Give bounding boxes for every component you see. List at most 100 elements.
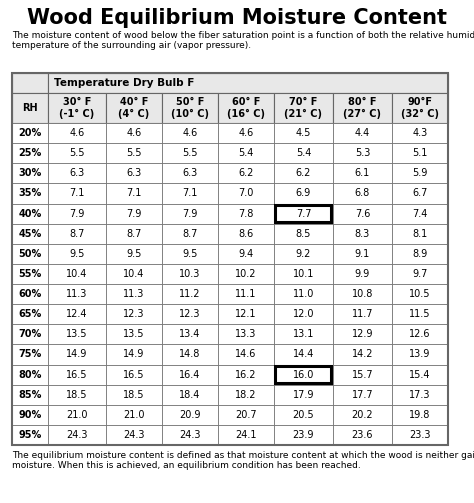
Text: 90°F
(32° C): 90°F (32° C) [401, 97, 439, 119]
Bar [48, 163, 106, 184]
Text: 6.9: 6.9 [296, 189, 311, 199]
Bar [106, 244, 162, 264]
Bar [392, 224, 448, 244]
Text: 11.0: 11.0 [293, 289, 314, 299]
Bar [275, 366, 331, 383]
Text: 11.2: 11.2 [179, 289, 201, 299]
Text: 24.3: 24.3 [66, 430, 88, 440]
Bar [218, 405, 274, 425]
Bar [48, 345, 106, 365]
Bar [333, 163, 392, 184]
Text: 11.7: 11.7 [352, 309, 373, 319]
Bar [106, 123, 162, 143]
Bar [12, 244, 48, 264]
Bar [274, 163, 333, 184]
Bar [333, 204, 392, 224]
Bar [218, 143, 274, 163]
Bar [218, 425, 274, 445]
Bar [12, 425, 48, 445]
Bar [218, 365, 274, 385]
Text: 16.4: 16.4 [179, 370, 201, 380]
Bar [333, 244, 392, 264]
Text: 60° F
(16° C): 60° F (16° C) [227, 97, 265, 119]
Text: 6.7: 6.7 [412, 189, 428, 199]
Bar [274, 224, 333, 244]
Bar [106, 304, 162, 324]
Text: 8.3: 8.3 [355, 229, 370, 239]
Text: 7.1: 7.1 [182, 189, 198, 199]
Text: 4.6: 4.6 [127, 128, 142, 138]
Text: 8.9: 8.9 [412, 249, 428, 259]
Bar [392, 204, 448, 224]
Text: 4.5: 4.5 [296, 128, 311, 138]
Text: 21.0: 21.0 [66, 410, 88, 420]
Text: 23.9: 23.9 [293, 430, 314, 440]
Text: 19.8: 19.8 [410, 410, 431, 420]
Bar [48, 244, 106, 264]
Text: 15.7: 15.7 [352, 370, 374, 380]
Bar [106, 204, 162, 224]
Text: 55%: 55% [18, 269, 42, 279]
Bar [218, 304, 274, 324]
Bar [12, 324, 48, 345]
Text: 80° F
(27° C): 80° F (27° C) [344, 97, 382, 119]
Bar [12, 184, 48, 204]
Text: 8.1: 8.1 [412, 229, 428, 239]
Bar [218, 244, 274, 264]
Bar [48, 405, 106, 425]
Bar [392, 425, 448, 445]
Bar [274, 385, 333, 405]
Text: 13.5: 13.5 [66, 329, 88, 340]
Text: 20.2: 20.2 [352, 410, 374, 420]
Bar [392, 123, 448, 143]
Text: 8.7: 8.7 [182, 229, 198, 239]
Text: 23.6: 23.6 [352, 430, 373, 440]
Bar [274, 244, 333, 264]
Bar [218, 224, 274, 244]
Text: 12.3: 12.3 [179, 309, 201, 319]
Text: 40%: 40% [18, 209, 42, 219]
Text: 11.3: 11.3 [123, 289, 145, 299]
Text: 6.2: 6.2 [296, 169, 311, 178]
Text: 30%: 30% [18, 169, 42, 178]
Bar [274, 93, 333, 123]
Text: 7.1: 7.1 [126, 189, 142, 199]
Bar [392, 163, 448, 184]
Bar [333, 345, 392, 365]
Bar [162, 143, 218, 163]
Text: 13.3: 13.3 [235, 329, 257, 340]
Text: 9.7: 9.7 [412, 269, 428, 279]
Text: Temperature Dry Bulb F: Temperature Dry Bulb F [54, 78, 194, 88]
Text: 14.9: 14.9 [123, 350, 145, 360]
Bar [333, 93, 392, 123]
Bar [162, 425, 218, 445]
Bar [392, 264, 448, 284]
Text: 20.7: 20.7 [235, 410, 257, 420]
Bar [218, 324, 274, 345]
Text: 12.3: 12.3 [123, 309, 145, 319]
Text: 20%: 20% [18, 128, 42, 138]
Bar [162, 204, 218, 224]
Bar [333, 224, 392, 244]
Bar [218, 284, 274, 304]
Bar [218, 204, 274, 224]
Text: 50° F
(10° C): 50° F (10° C) [171, 97, 209, 119]
Bar [106, 264, 162, 284]
Text: 12.0: 12.0 [293, 309, 314, 319]
Text: 25%: 25% [18, 148, 42, 158]
Bar [48, 184, 106, 204]
Bar [12, 143, 48, 163]
Text: 18.5: 18.5 [123, 390, 145, 400]
Bar [274, 284, 333, 304]
Bar [392, 284, 448, 304]
Text: 7.9: 7.9 [182, 209, 198, 219]
Text: 21.0: 21.0 [123, 410, 145, 420]
Text: 40° F
(4° C): 40° F (4° C) [118, 97, 150, 119]
Bar [333, 284, 392, 304]
Text: 12.6: 12.6 [409, 329, 431, 340]
Text: 75%: 75% [18, 350, 42, 360]
Bar [48, 224, 106, 244]
Text: 18.5: 18.5 [66, 390, 88, 400]
Text: 10.4: 10.4 [123, 269, 145, 279]
Text: 7.7: 7.7 [296, 209, 311, 219]
